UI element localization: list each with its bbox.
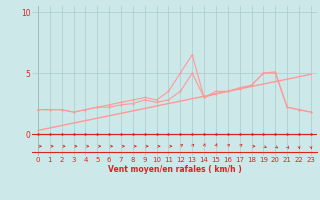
X-axis label: Vent moyen/en rafales ( km/h ): Vent moyen/en rafales ( km/h ) — [108, 165, 241, 174]
